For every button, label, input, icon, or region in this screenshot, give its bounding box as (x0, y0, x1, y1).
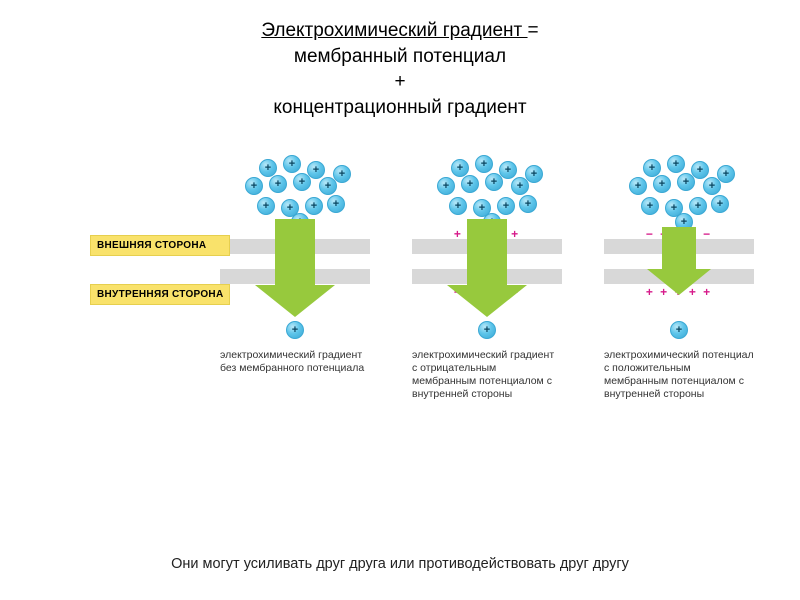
ion-icon: + (449, 197, 467, 215)
ion-cloud: +++++++++++++ (619, 155, 739, 233)
ion-icon: + (689, 197, 707, 215)
inner-side-label: ВНУТРЕННЯЯ СТОРОНА (90, 284, 230, 305)
title-line1-rest: = (528, 20, 539, 41)
ion-icon: + (257, 197, 275, 215)
membrane (220, 233, 370, 293)
ion-icon: + (305, 197, 323, 215)
ion-icon: + (283, 155, 301, 173)
ion-icon: + (691, 161, 709, 179)
panel-positive-inside: +++++++++++++ − − − − − + + + + + + элек… (604, 155, 754, 402)
panel-caption: электрохимический потенциал с положитель… (604, 349, 754, 402)
gradient-arrow (647, 227, 711, 300)
ion-icon: + (653, 175, 671, 193)
side-labels: ВНЕШНЯЯ СТОРОНА ВНУТРЕННЯЯ СТОРОНА (90, 235, 230, 305)
ion-icon: + (525, 165, 543, 183)
ion-icon: + (643, 159, 661, 177)
ion-icon: + (667, 155, 685, 173)
ion-icon: + (499, 161, 517, 179)
title-line2: мембранный потенциал (0, 44, 800, 70)
panels-row: +++++++++++++ + электрохимический градие… (220, 155, 754, 402)
ion-icon: + (478, 321, 496, 339)
ion-icon: + (497, 197, 515, 215)
panel-negative-inside: +++++++++++++ + + + + + − − − − − + элек… (412, 155, 562, 402)
outer-side-label: ВНЕШНЯЯ СТОРОНА (90, 235, 230, 256)
ion-icon: + (711, 195, 729, 213)
result-ion: + (670, 321, 688, 339)
title-line3: + (0, 69, 800, 95)
panel-no-potential: +++++++++++++ + электрохимический градие… (220, 155, 370, 402)
ion-icon: + (461, 175, 479, 193)
ion-icon: + (269, 175, 287, 193)
membrane: − − − − − + + + + + (604, 233, 754, 293)
ion-icon: + (259, 159, 277, 177)
ion-icon: + (670, 321, 688, 339)
result-ion: + (478, 321, 496, 339)
title-line4: концентрационный градиент (0, 95, 800, 121)
ion-icon: + (307, 161, 325, 179)
title-line1-underlined: Электрохимический градиент (261, 20, 527, 41)
panel-caption: электрохимический градиент с отрицательн… (412, 349, 562, 402)
ion-icon: + (519, 195, 537, 213)
gradient-arrow (447, 219, 527, 322)
membrane: + + + + + − − − − − (412, 233, 562, 293)
ion-icon: + (641, 197, 659, 215)
ion-icon: + (451, 159, 469, 177)
footer-text: Они могут усиливать друг друга или проти… (0, 556, 800, 572)
ion-icon: + (677, 173, 695, 191)
title-block: Электрохимический градиент = мембранный … (0, 0, 800, 121)
ion-icon: + (629, 177, 647, 195)
panel-caption: электрохимический градиент без мембранно… (220, 349, 370, 375)
ion-icon: + (245, 177, 263, 195)
ion-icon: + (293, 173, 311, 191)
result-ion: + (286, 321, 304, 339)
ion-icon: + (286, 321, 304, 339)
gradient-arrow (255, 219, 335, 322)
ion-icon: + (485, 173, 503, 191)
ion-icon: + (333, 165, 351, 183)
ion-icon: + (327, 195, 345, 213)
ion-icon: + (475, 155, 493, 173)
ion-icon: + (437, 177, 455, 195)
ion-icon: + (717, 165, 735, 183)
